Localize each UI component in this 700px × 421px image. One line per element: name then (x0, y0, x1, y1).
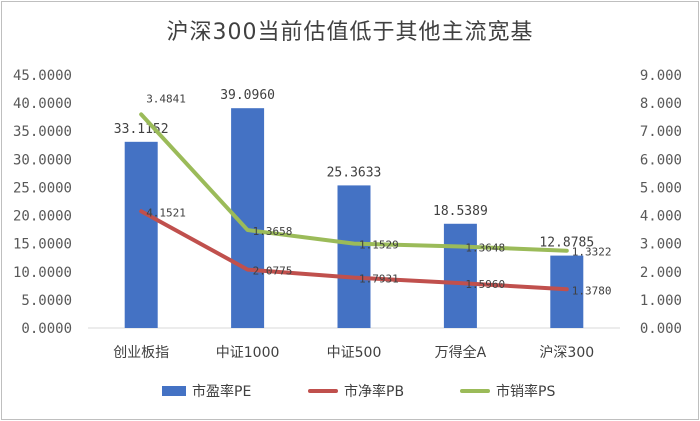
right-axis-tick-label: 9.000 (640, 68, 682, 84)
left-axis-tick-label: 10.0000 (13, 265, 72, 281)
pe-bar-value-label: 39.0960 (220, 88, 275, 103)
right-axis-tick-label: 2.000 (640, 265, 682, 281)
x-axis-category-label: 创业板指 (113, 345, 169, 361)
right-axis-tick-label: 6.000 (640, 152, 682, 168)
pb-point-value-label: 1.5960 (465, 278, 505, 291)
legend-swatch-pe (162, 386, 186, 396)
right-axis-tick-label: 7.000 (640, 124, 682, 140)
legend-swatch-ps (460, 389, 490, 393)
legend-label-pe: 市盈率PE (192, 384, 252, 400)
pe-bar-value-label: 18.5389 (433, 204, 488, 219)
right-axis-tick-label: 0.000 (640, 321, 682, 337)
left-axis-tick-label: 5.0000 (21, 293, 72, 309)
right-axis-tick-label: 5.000 (640, 180, 682, 196)
ps-point-value-label: 1.3322 (572, 246, 612, 259)
pe-bar (337, 185, 371, 328)
legend-label-pb: 市净率PB (344, 384, 405, 400)
ps-line (139, 112, 569, 253)
legend-label-ps: 市销率PS (496, 384, 556, 400)
pe-bar-value-label: 12.8785 (539, 236, 594, 251)
ps-point-value-label: 1.3658 (253, 225, 293, 238)
x-axis-category-label: 中证500 (327, 345, 382, 361)
right-axis-tick-label: 4.000 (640, 209, 682, 225)
chart-title: 沪深300当前估值低于其他主流宽基 (166, 20, 534, 45)
pb-point-value-label: 1.7931 (359, 273, 399, 286)
left-axis-tick-label: 20.0000 (13, 209, 72, 225)
legend-item-pb: 市净率PB (308, 379, 404, 403)
right-axis-tick-label: 3.000 (640, 237, 682, 253)
ps-point-value-label: 1.3648 (465, 241, 505, 254)
left-axis-tick-label: 25.0000 (13, 180, 72, 196)
ps-point-value-label: 1.1529 (359, 239, 399, 252)
pe-bar (550, 255, 584, 328)
left-axis-tick-label: 0.0000 (21, 321, 72, 337)
left-axis-tick-label: 30.0000 (13, 152, 72, 168)
pb-point-value-label: 2.0775 (253, 265, 293, 278)
pe-bar (124, 141, 158, 328)
legend-swatch-pb (308, 389, 338, 393)
pb-point-value-label: 4.1521 (146, 206, 186, 219)
right-axis-tick-label: 1.000 (640, 293, 682, 309)
legend-item-pe: 市盈率PE (162, 379, 251, 403)
pe-bar-value-label: 33.1152 (114, 122, 169, 137)
x-axis-category-label: 万得全A (435, 344, 487, 361)
pb-line (139, 209, 569, 292)
x-axis-category-label: 中证1000 (216, 345, 280, 361)
ps-point-value-label: 3.4841 (146, 92, 186, 105)
pe-bar (443, 223, 477, 328)
pb-point-value-label: 1.3780 (572, 284, 612, 297)
left-axis-tick-label: 40.0000 (13, 96, 72, 112)
chart-legend: 市盈率PE 市净率PB 市销率PS (0, 379, 700, 403)
x-axis-category-label: 沪深300 (539, 345, 594, 361)
right-axis-tick-label: 8.000 (640, 96, 682, 112)
legend-item-ps: 市销率PS (460, 379, 555, 403)
left-axis-tick-label: 35.0000 (13, 124, 72, 140)
pe-bar-value-label: 25.3633 (327, 165, 382, 180)
left-axis-tick-label: 15.0000 (13, 237, 72, 253)
left-axis-tick-label: 45.0000 (13, 68, 72, 84)
